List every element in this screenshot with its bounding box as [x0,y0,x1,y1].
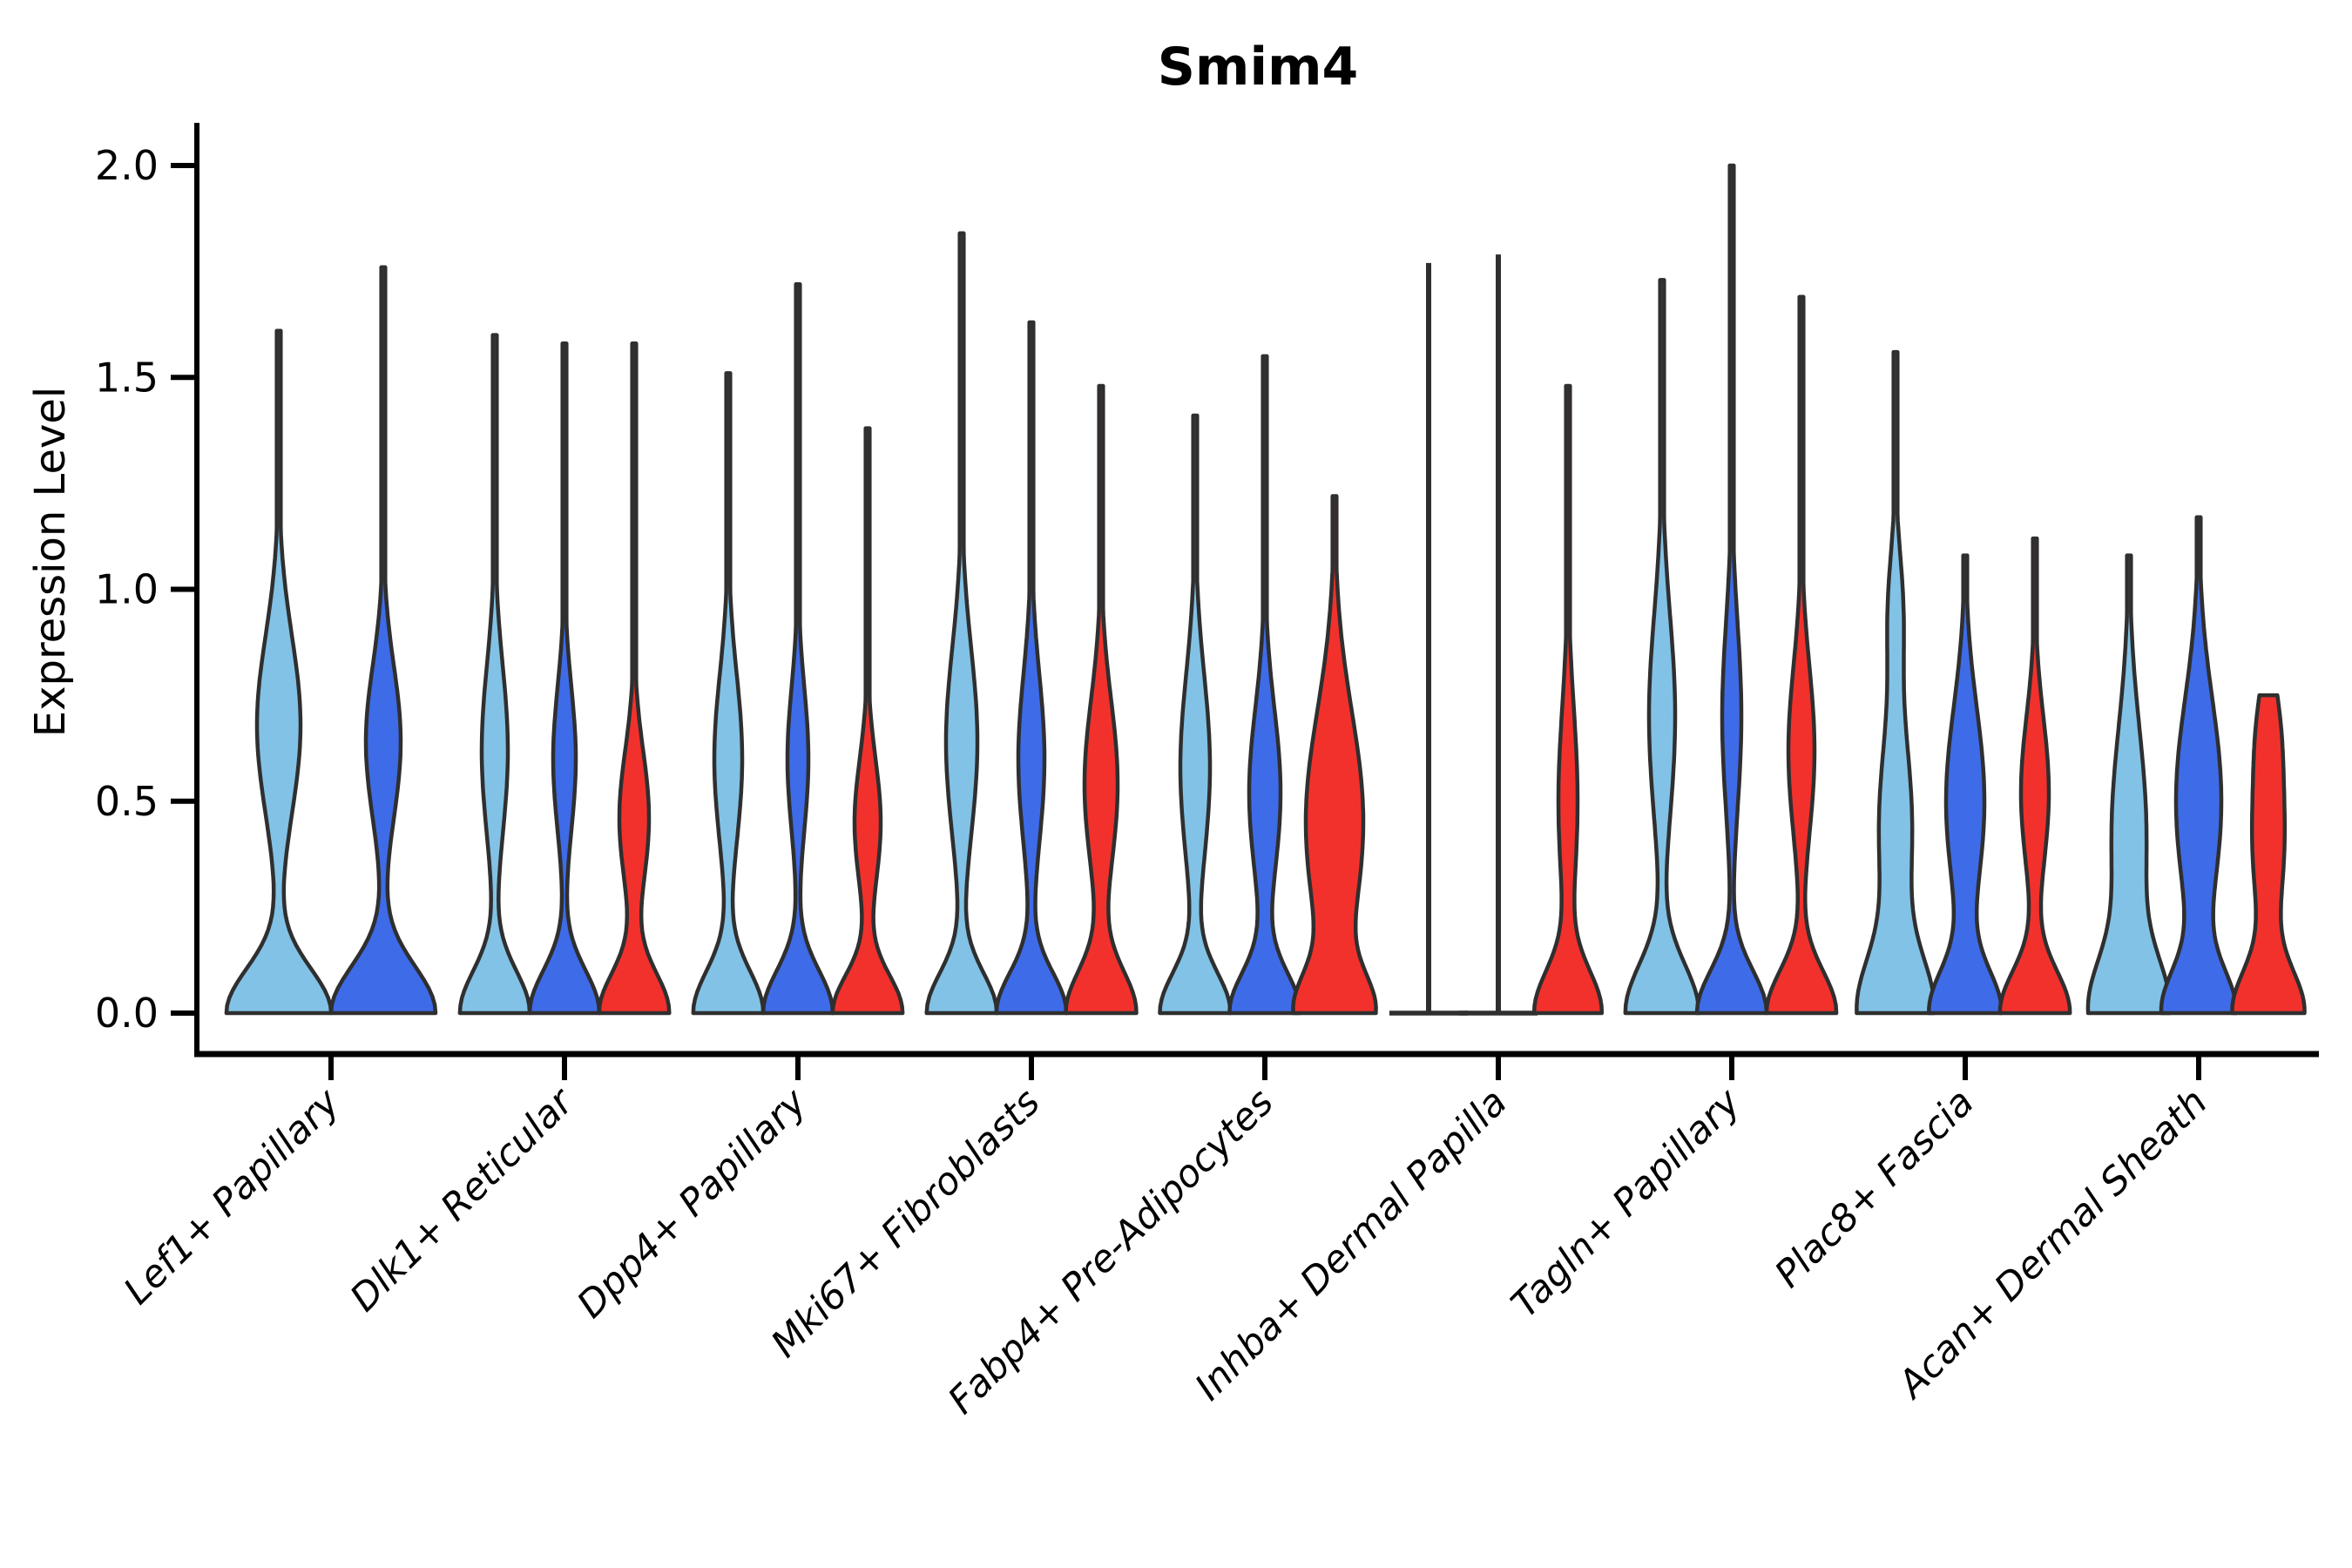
violin [1291,494,1378,1016]
x-tick-label: Dlk1+ Reticular [342,1079,584,1321]
y-tick-label: 1.5 [95,354,159,401]
violin [2085,553,2173,1016]
y-tick-label: 0.5 [95,778,159,825]
violin [691,371,766,1016]
violin [224,328,334,1016]
y-tick-label: 0.0 [95,990,159,1037]
violin [1764,294,1839,1016]
violin [1997,536,2072,1016]
violin [457,333,532,1016]
violin [1927,553,2004,1016]
violin [328,265,438,1016]
x-tick-label: Tagln+ Papillary [1504,1080,1750,1327]
violin [527,341,602,1016]
violin [1855,349,1936,1016]
x-tick-label: Dpp4+ Papillary [569,1080,815,1327]
violin [760,281,835,1016]
violin [597,341,672,1016]
plot-title: Smim4 [1157,37,1359,98]
y-tick-label: 2.0 [95,142,159,189]
y-tick-label: 1.0 [95,566,159,613]
violin [1158,413,1233,1016]
x-tick-label: Mki67+ Fibroblasts [763,1080,1049,1366]
violin [2159,515,2239,1016]
x-tick-label: Lef1+ Papillary [116,1080,348,1313]
violin [1227,354,1302,1016]
violin [994,320,1069,1016]
violin [830,426,905,1016]
violin [924,231,999,1016]
x-tick-label: Plac8+ Fascia [1767,1080,1983,1296]
violin [2230,693,2307,1016]
violin [1694,163,1769,1016]
violin [1064,383,1139,1016]
violin [1623,278,1701,1016]
violin [1531,383,1605,1016]
